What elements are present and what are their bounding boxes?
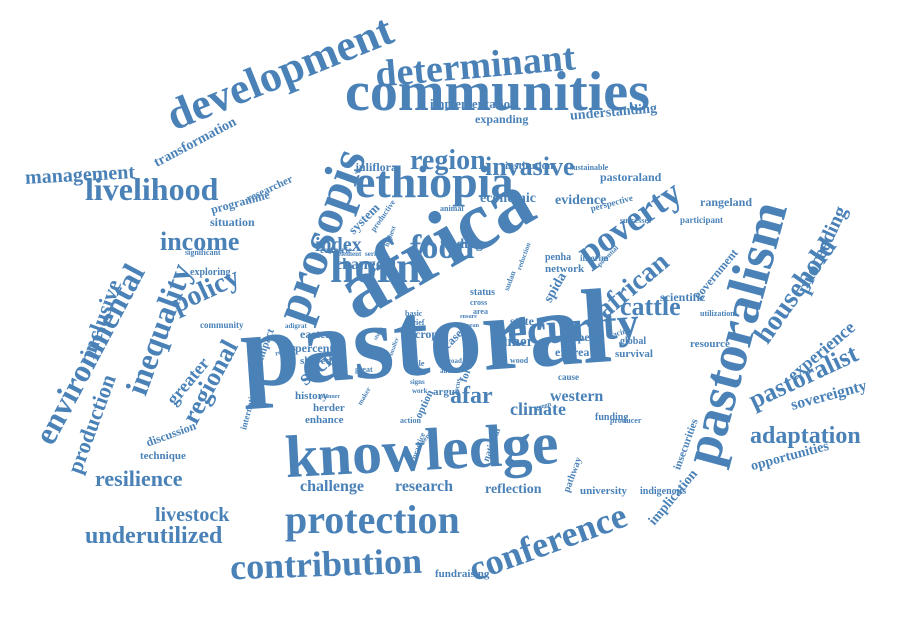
- word-history: history: [295, 390, 328, 402]
- word-serious: serious: [365, 250, 386, 258]
- word-status: status: [470, 287, 496, 298]
- word-invasive: invasive: [485, 152, 575, 181]
- word-income: income: [160, 227, 240, 256]
- word-expanding: expanding: [475, 112, 529, 126]
- word-author: author: [440, 367, 461, 375]
- word-work: work: [412, 387, 428, 395]
- word-enhance: enhance: [305, 414, 344, 426]
- word-penha: penha: [545, 252, 572, 263]
- word-survival: survival: [615, 348, 653, 360]
- word-participant: participant: [680, 215, 724, 225]
- word-scientific: scientific: [660, 290, 706, 304]
- word-evidence: evidence: [555, 193, 607, 208]
- word-pastoraland: pastoraland: [600, 170, 662, 184]
- word-wood: wood: [510, 356, 529, 365]
- word-change: change: [335, 256, 383, 273]
- word-global: global: [620, 336, 647, 347]
- word-technique: technique: [140, 450, 186, 462]
- word-successes: successes: [620, 216, 652, 225]
- word-finding: finding: [440, 237, 483, 252]
- word-percent: percent: [295, 341, 334, 355]
- word-significant: significant: [185, 248, 221, 257]
- word-great: great: [355, 365, 373, 374]
- word-livelihood: livelihood: [85, 171, 219, 207]
- word-rangeland: rangeland: [700, 195, 753, 209]
- word-contribution: contribution: [229, 540, 423, 588]
- word-ethiopia: ethiopia: [355, 156, 514, 207]
- word-challenge: challenge: [300, 478, 364, 495]
- word-interim: interim: [580, 253, 609, 263]
- word-argue: argue: [433, 386, 460, 398]
- word-planner: planner: [320, 394, 341, 400]
- word-funding: funding: [595, 412, 629, 423]
- word-discussion: discussion: [144, 418, 198, 450]
- word-reflection: reflection: [485, 482, 542, 497]
- word-region: region: [410, 145, 486, 176]
- word-amer: amer: [500, 334, 534, 350]
- word-element: element: [338, 250, 362, 258]
- word-eastern: eastern: [300, 327, 338, 341]
- word-community: community: [200, 320, 244, 330]
- word-institution: institution: [505, 160, 554, 172]
- word-exploring: exploring: [190, 267, 231, 278]
- word-cause: cause: [558, 372, 579, 382]
- word-signs: signs: [410, 378, 425, 386]
- word-brief: brief: [408, 318, 425, 327]
- word-implication: implication: [645, 466, 701, 529]
- word-ensure: ensure: [460, 314, 477, 320]
- word-adds: adds: [410, 368, 427, 377]
- word-underutilized: underutilized: [85, 523, 223, 549]
- word-scale: scale: [408, 359, 425, 368]
- word-sustainable: sustainable: [570, 163, 609, 172]
- word-university: university: [580, 485, 628, 497]
- word-animal: animal: [440, 204, 464, 213]
- word-western: western: [550, 388, 604, 405]
- word-resilience: resilience: [95, 466, 183, 491]
- word-basic: basic: [405, 309, 423, 318]
- word-countrie: countrie: [320, 245, 352, 255]
- word-mean: mean: [465, 323, 479, 329]
- word-economic: economic: [480, 191, 536, 206]
- word-utilization: utilization: [700, 309, 735, 318]
- word-index: index: [315, 234, 362, 256]
- word-network: network: [545, 263, 585, 275]
- word-adaptation: adaptation: [750, 423, 861, 449]
- word-climate: climate: [510, 399, 566, 419]
- word-communities: communities: [345, 61, 650, 123]
- word-food: food: [410, 229, 475, 266]
- word-road: road: [448, 357, 462, 365]
- word-livestock: livestock: [155, 504, 230, 526]
- word-adigrat: adigrat: [285, 322, 307, 330]
- word-fundraising: fundraising: [435, 568, 490, 580]
- word-implementation: implementation: [430, 96, 518, 111]
- word-indigenous: indigenous: [640, 486, 687, 497]
- word-herder: herder: [313, 402, 345, 414]
- word-protection: protection: [285, 497, 460, 542]
- word-cross: cross: [470, 298, 488, 307]
- word-shared: shared: [300, 355, 332, 367]
- word-paper: paper: [565, 330, 595, 344]
- word-eritrea: eritrea: [555, 345, 590, 359]
- word-juliflora: juliflora: [355, 160, 397, 174]
- word-research: research: [395, 478, 454, 495]
- word-situation: situation: [210, 215, 255, 229]
- word-horn: horn: [330, 243, 421, 292]
- word-afar: afar: [450, 383, 493, 409]
- word-producer: producer: [610, 416, 642, 425]
- word-crop: crop: [415, 327, 439, 341]
- word-cattle: cattle: [620, 292, 681, 321]
- word-area: area: [473, 307, 488, 316]
- word-action: action: [400, 416, 421, 425]
- word-state: state: [510, 314, 534, 328]
- word-resource: resource: [690, 338, 730, 350]
